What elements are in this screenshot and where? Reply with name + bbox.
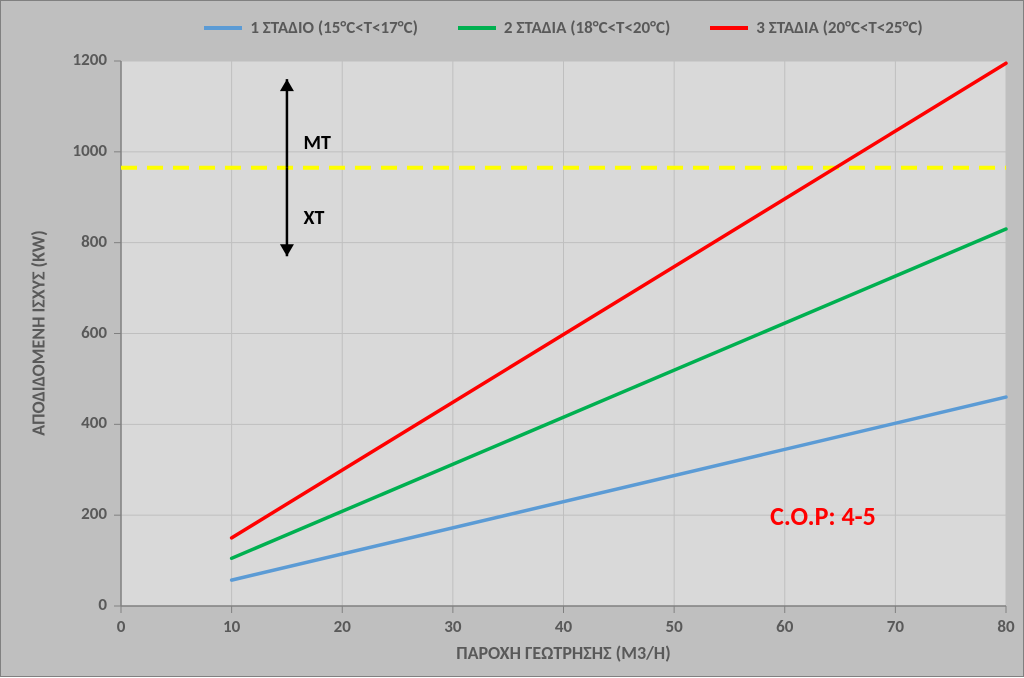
annotation-mt: MT (304, 131, 331, 155)
y-tick-label: 800 (52, 231, 107, 252)
y-tick-label: 400 (52, 412, 107, 433)
legend-label: 1 ΣΤΑΔΙΟ (15°C<T<17°C) (250, 17, 418, 38)
x-tick-label: 70 (875, 616, 915, 637)
cop-label: C.O.P: 4-5 (770, 500, 876, 532)
y-tick-label: 600 (52, 322, 107, 343)
chart-svg (1, 1, 1024, 678)
x-tick-label: 10 (212, 616, 252, 637)
legend: 1 ΣΤΑΔΙΟ (15°C<T<17°C) 2 ΣΤΑΔΙΑ (18°C<T<2… (121, 17, 1006, 38)
y-tick-label: 200 (52, 503, 107, 524)
x-axis-label: ΠΑΡΟΧΉ ΓΕΩΤΡΗΣΗΣ (M3/H) (121, 642, 1006, 664)
legend-item: 3 ΣΤΑΔΙΑ (20°C<T<25°C) (710, 17, 922, 38)
x-tick-label: 0 (101, 616, 141, 637)
legend-label: 3 ΣΤΑΔΙΑ (20°C<T<25°C) (756, 17, 922, 38)
legend-label: 2 ΣΤΑΔΙΑ (18°C<T<20°C) (504, 17, 670, 38)
x-tick-label: 20 (322, 616, 362, 637)
y-tick-label: 0 (52, 594, 107, 615)
x-tick-label: 50 (654, 616, 694, 637)
x-tick-label: 30 (433, 616, 473, 637)
y-axis-label: ΑΠΟΔΙΔΟΜΕΝΗ ΙΣΧΥΣ (KW) (27, 60, 49, 605)
x-tick-label: 40 (544, 616, 584, 637)
y-tick-label: 1200 (52, 49, 107, 70)
chart-container: 010203040506070800200400600800100012001 … (0, 0, 1024, 677)
legend-item: 1 ΣΤΑΔΙΟ (15°C<T<17°C) (204, 17, 418, 38)
y-tick-label: 1000 (52, 140, 107, 161)
legend-item: 2 ΣΤΑΔΙΑ (18°C<T<20°C) (458, 17, 670, 38)
x-tick-label: 60 (765, 616, 805, 637)
legend-swatch (458, 26, 496, 30)
legend-swatch (204, 26, 242, 30)
x-tick-label: 80 (986, 616, 1024, 637)
legend-swatch (710, 26, 748, 30)
annotation-xt: XT (304, 206, 325, 230)
